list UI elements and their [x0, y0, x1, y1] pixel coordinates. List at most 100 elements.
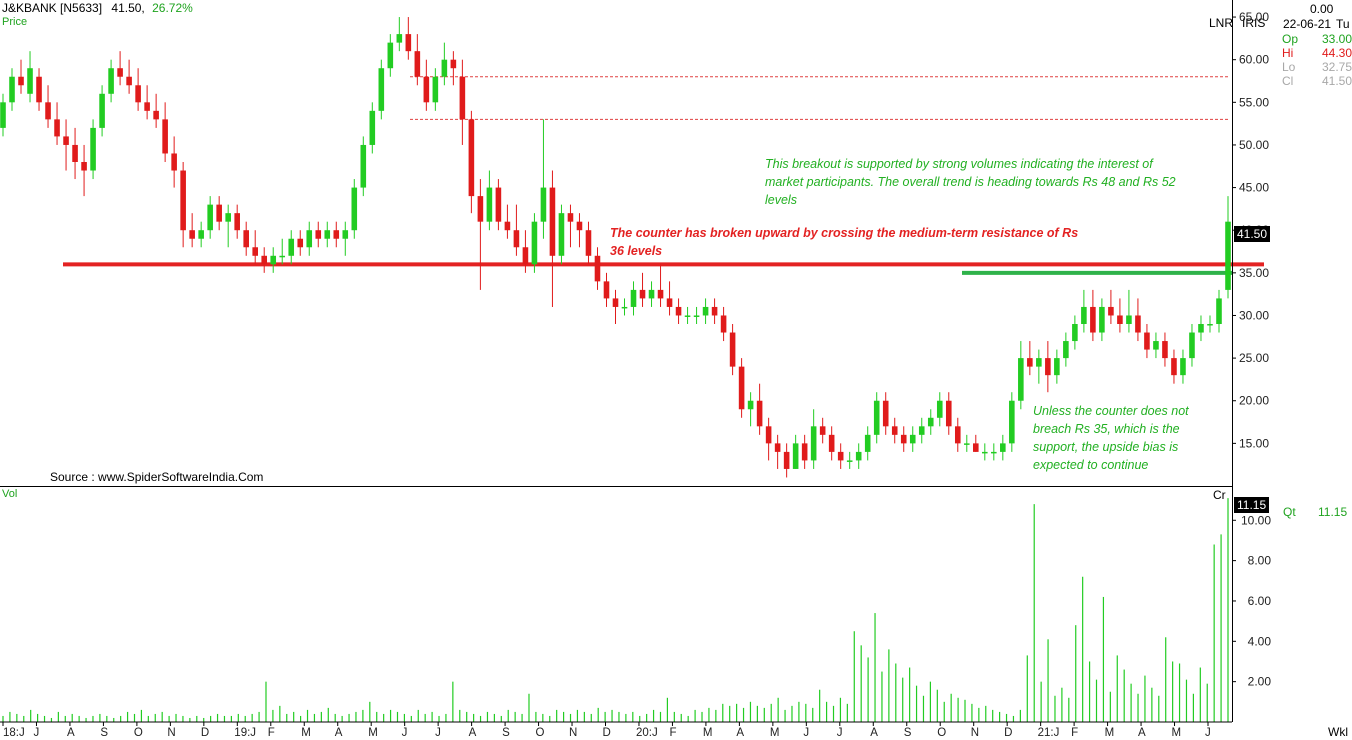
candle-body: [369, 110, 376, 145]
x-tick-label: F: [669, 727, 676, 739]
candle-body: [918, 426, 925, 435]
candle-body: [567, 213, 574, 222]
candle-body: [450, 59, 457, 69]
iris-label[interactable]: IRIS: [1242, 16, 1266, 30]
y-tick-label: 30.00: [1239, 308, 1269, 322]
lnr-label[interactable]: LNR: [1209, 16, 1234, 30]
pane-divider[interactable]: [0, 486, 1232, 487]
x-tick-label: S: [502, 727, 510, 739]
candle-body: [324, 230, 331, 239]
x-tick-label: O: [536, 727, 545, 739]
x-tick-label: J: [803, 727, 809, 739]
candle-body: [531, 221, 538, 265]
candle-body: [675, 306, 682, 316]
candle-body: [81, 162, 87, 171]
x-tick-label: F: [1071, 727, 1078, 739]
candle-body: [846, 460, 853, 462]
x-tick-label: O: [134, 727, 143, 739]
candle-body: [225, 213, 231, 222]
candle-body: [513, 230, 520, 248]
candle-body: [432, 76, 439, 103]
x-tick-label: 19:J: [234, 727, 256, 739]
candle-body: [486, 187, 493, 222]
candle-body: [189, 230, 195, 239]
candle-body: [1045, 358, 1051, 376]
candle-body: [819, 426, 826, 435]
candle-body: [1162, 341, 1168, 359]
candle-body: [1063, 341, 1069, 359]
vol-tick-label: 8.00: [1248, 554, 1272, 568]
candle-body: [90, 127, 96, 171]
candle-body: [603, 281, 610, 299]
candle-body: [99, 93, 105, 128]
candle-body: [801, 443, 808, 461]
x-tick-label: M: [301, 727, 311, 739]
candle-body: [144, 102, 150, 111]
candle-body: [1099, 306, 1105, 333]
candle-body: [909, 434, 916, 444]
candle-body: [423, 76, 430, 103]
x-tick-label: 21:J: [1038, 727, 1060, 739]
candle-body: [387, 42, 394, 69]
annotation-support-note: Unless the counter does not breach Rs 35…: [1033, 404, 1189, 472]
last-volume-tag: 11.15: [1234, 497, 1270, 513]
low-value: 32.75: [1321, 60, 1352, 74]
candle-body: [216, 204, 222, 222]
candle-body: [126, 76, 132, 86]
candle-body: [702, 306, 709, 316]
candle-body: [837, 451, 844, 461]
candle-body: [1189, 332, 1195, 359]
candle-body: [774, 443, 781, 452]
x-tick-label: O: [937, 727, 946, 739]
volume-pane-label: Vol: [2, 488, 18, 500]
x-tick-label: M: [1172, 727, 1182, 739]
candle-body: [342, 230, 349, 239]
candle-body: [72, 144, 78, 162]
y-tick-label: 50.00: [1239, 138, 1269, 152]
candle-body: [1036, 358, 1042, 367]
candle-body: [1216, 298, 1222, 324]
candle-body: [945, 400, 952, 427]
x-tick-label: D: [603, 727, 611, 739]
last-price: 41.50,: [111, 1, 145, 15]
x-tick-label: A: [335, 727, 343, 739]
candle-body: [396, 34, 403, 43]
candle-body: [180, 170, 186, 231]
candle-body: [36, 76, 42, 103]
candle-body: [783, 451, 790, 469]
candle-body: [963, 443, 970, 445]
candle-body: [333, 230, 340, 239]
vol-tick-label: 10.00: [1241, 513, 1271, 527]
x-tick-label: N: [167, 727, 175, 739]
annotation-resistance-note: The counter has broken upward by crossin…: [610, 226, 1079, 258]
candle-body: [207, 204, 213, 231]
candle-body: [54, 119, 60, 137]
qt-label: Qt: [1283, 505, 1296, 519]
candle-body: [810, 426, 817, 461]
candle-body: [991, 451, 997, 454]
open-label: Op: [1282, 32, 1299, 46]
high-label: Hi: [1282, 46, 1294, 60]
x-tick-label: A: [736, 727, 744, 739]
x-tick-label: J: [33, 727, 39, 739]
y-tick-label: 45.00: [1239, 181, 1269, 195]
candle-body: [1072, 324, 1078, 342]
x-tick-label: J: [402, 727, 408, 739]
candle-body: [765, 426, 772, 444]
candle-body: [9, 76, 15, 103]
candle-body: [1000, 443, 1006, 452]
candle-body: [1225, 221, 1231, 290]
weekly-label[interactable]: Wkl: [1328, 725, 1348, 739]
x-tick-label: A: [1138, 727, 1146, 739]
candle-body: [153, 110, 159, 120]
x-tick-label: M: [368, 727, 378, 739]
candle-body: [973, 443, 979, 452]
candle-body: [828, 434, 835, 452]
x-tick-label: N: [971, 727, 979, 739]
candle-body: [648, 289, 655, 299]
candle-body: [477, 196, 484, 222]
info-top-value: 0.00: [1310, 2, 1334, 16]
candle-body: [351, 187, 358, 231]
candle-body: [441, 59, 448, 77]
